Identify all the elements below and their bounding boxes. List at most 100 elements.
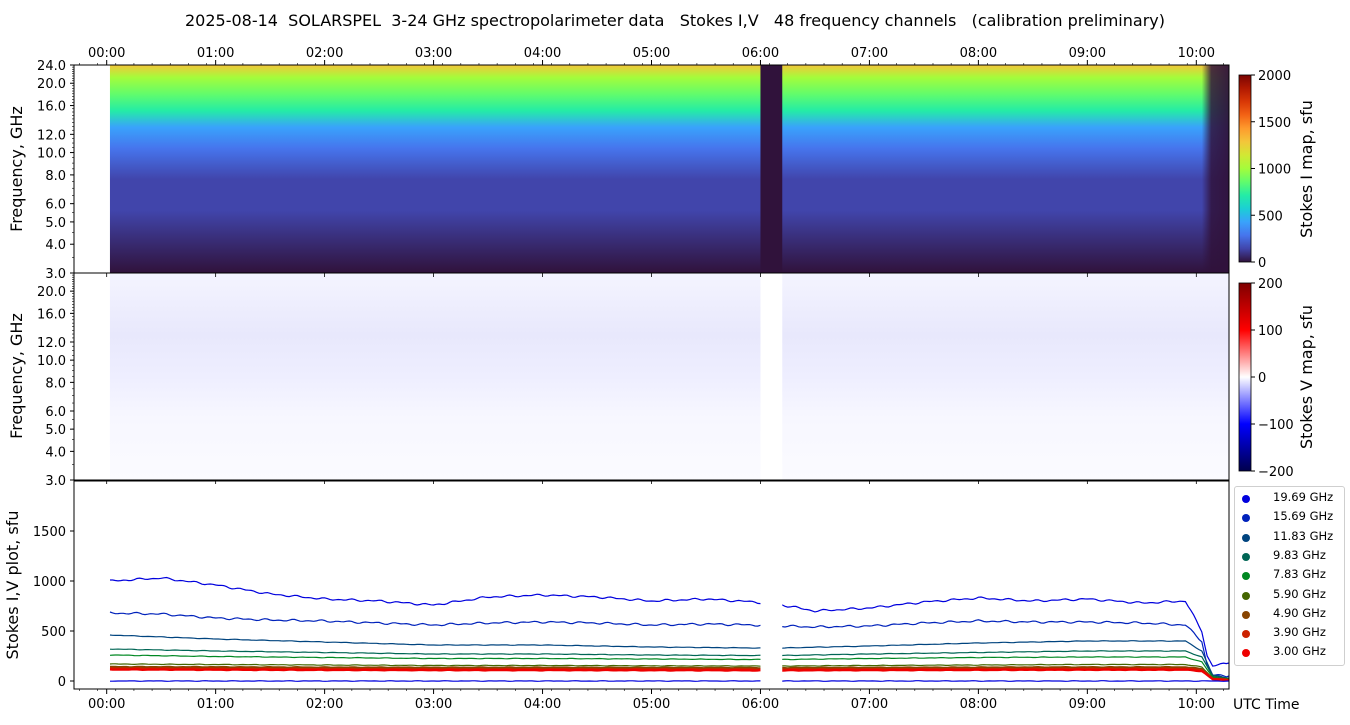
top-time-tick-label: 08:00 bbox=[960, 46, 997, 61]
stokes-i-y-tick-label: 10.0 bbox=[37, 147, 66, 162]
legend-label: 5.90 GHz bbox=[1273, 586, 1326, 601]
stokes-i-colorbar-tick-label: 1000 bbox=[1258, 163, 1291, 178]
top-time-tick-label: 03:00 bbox=[415, 46, 452, 61]
series-line bbox=[110, 665, 1230, 681]
frequency-legend: 19.69 GHz 15.69 GHz 11.83 GHz 9.83 GHz 7.83 … bbox=[1234, 486, 1345, 666]
bottom-time-tick-label: 10:00 bbox=[1178, 697, 1215, 712]
bottom-time-tick-label: 03:00 bbox=[415, 697, 452, 712]
stokes-i-y-tick-label: 5.0 bbox=[45, 216, 66, 231]
bottom-time-tick-label: 00:00 bbox=[88, 697, 125, 712]
stokes-i-end-decay bbox=[1201, 65, 1229, 273]
series-line bbox=[109, 611, 1230, 678]
legend-label: 3.00 GHz bbox=[1273, 644, 1326, 659]
top-time-tick-label: 09:00 bbox=[1069, 46, 1106, 61]
stokes-iv-lines bbox=[109, 576, 1230, 682]
stokes-v-data-gap bbox=[760, 273, 783, 480]
top-time-tick-label: 07:00 bbox=[851, 46, 888, 61]
stokes-v-y-tick-label: 12.0 bbox=[37, 336, 66, 351]
bottom-time-tick-label: 05:00 bbox=[633, 697, 670, 712]
legend-marker bbox=[1242, 591, 1250, 600]
top-time-tick-label: 02:00 bbox=[306, 46, 343, 61]
series-line bbox=[109, 663, 1230, 681]
stokes-iv-panel: 1500 1000 500 0 Stokes I,V plot, sfu UTC Ti… bbox=[3, 480, 1299, 713]
stokes-v-y-tick-label: 3.0 bbox=[45, 474, 66, 489]
bottom-time-tick-label: 08:00 bbox=[960, 697, 997, 712]
x-axis-label: UTC Time bbox=[1233, 697, 1299, 713]
series-line bbox=[109, 668, 1230, 682]
stokes-i-y-tick-label: 4.0 bbox=[45, 238, 66, 253]
top-time-axis: 00:00 01:00 02:00 03:00 04:00 05:00 06:00 07:00… bbox=[88, 46, 1215, 484]
stokes-v-colorbar-tick-label: −100 bbox=[1258, 418, 1294, 433]
series-line bbox=[109, 648, 1230, 680]
stokes-i-y-tick-label: 24.0 bbox=[37, 59, 66, 74]
stokes-v-y-tick-label: 6.0 bbox=[45, 405, 66, 420]
legend-label: 11.83 GHz bbox=[1273, 528, 1334, 543]
legend-label: 9.83 GHz bbox=[1273, 547, 1326, 562]
legend-label: 4.90 GHz bbox=[1273, 605, 1326, 620]
figure-title: 2025-08-14 SOLARSPEL 3-24 GHz spectropol… bbox=[185, 11, 1165, 30]
legend-label: 19.69 GHz bbox=[1273, 490, 1334, 504]
stokes-i-y-tick-label: 12.0 bbox=[37, 128, 66, 143]
stokes-v-y-tick-label: 20.0 bbox=[37, 285, 66, 300]
stokes-v-y-tick-label: 5.0 bbox=[45, 423, 66, 438]
legend-label: 3.90 GHz bbox=[1273, 625, 1326, 640]
stokes-iv-y-axis: 1500 1000 500 0 bbox=[33, 525, 74, 690]
bottom-time-tick-label: 01:00 bbox=[197, 697, 234, 712]
top-time-tick-label: 05:00 bbox=[633, 46, 670, 61]
stokes-v-colorbar-ticks: 200 100 0 −100 −200 bbox=[1251, 277, 1294, 480]
legend-item: 7.83 GHz bbox=[1235, 566, 1344, 585]
stokes-v-colorbar: 200 100 0 −100 −200 Stokes V map, sfu bbox=[1238, 277, 1316, 480]
legend-marker bbox=[1242, 552, 1250, 561]
stokes-v-y-tick-label: 4.0 bbox=[45, 445, 66, 460]
stokes-iv-y-tick-label: 0 bbox=[58, 675, 66, 690]
series-line bbox=[110, 576, 1230, 667]
legend-label: 15.69 GHz bbox=[1273, 509, 1334, 524]
top-time-tick-label: 10:00 bbox=[1178, 46, 1215, 61]
stokes-v-y-label: Frequency, GHz bbox=[7, 313, 26, 439]
stokes-i-colorbar-tick-label: 1500 bbox=[1258, 116, 1291, 131]
stokes-i-colorbar-ticks: 2000 1500 1000 500 0 bbox=[1251, 69, 1291, 271]
series-line bbox=[109, 634, 1230, 679]
stokes-v-heatmap bbox=[109, 273, 1230, 480]
stokes-i-y-tick-label: 3.0 bbox=[45, 267, 66, 282]
legend-marker bbox=[1242, 533, 1250, 542]
stokes-i-colorbar-tick-label: 0 bbox=[1258, 256, 1266, 271]
stokes-v-colorbar-tick-label: 100 bbox=[1258, 324, 1283, 339]
legend-marker bbox=[1242, 514, 1250, 523]
legend-marker bbox=[1242, 630, 1250, 639]
bottom-time-tick-label: 09:00 bbox=[1069, 697, 1106, 712]
legend-marker bbox=[1242, 572, 1250, 581]
stokes-iv-y-tick-label: 500 bbox=[41, 625, 66, 640]
bottom-time-axis: 00:00 01:00 02:00 03:00 04:00 05:00 06:00 07:00… bbox=[88, 689, 1215, 712]
series-line bbox=[110, 680, 1230, 682]
stokes-i-colorbar-label: Stokes I map, sfu bbox=[1297, 100, 1316, 238]
stokes-iv-y-tick-label: 1000 bbox=[33, 575, 66, 590]
top-time-tick-label: 04:00 bbox=[524, 46, 561, 61]
stokes-v-colorbar-tick-label: 200 bbox=[1258, 277, 1283, 292]
stokes-i-panel: 24.0 20.0 16.0 12.0 10.0 8.0 6.0 5.0 4.0 3.0 Freq… bbox=[7, 59, 1230, 282]
bottom-time-tick-label: 04:00 bbox=[524, 697, 561, 712]
stokes-i-colorbar: 2000 1500 1000 500 0 Stokes I map, sfu bbox=[1238, 69, 1316, 271]
series-line bbox=[109, 654, 1230, 680]
stokes-v-colorbar-tick-label: 0 bbox=[1258, 371, 1266, 386]
stokes-i-data-gap bbox=[760, 65, 783, 273]
legend-marker bbox=[1242, 649, 1250, 658]
stokes-i-colorbar-tick-label: 2000 bbox=[1258, 69, 1291, 84]
stokes-i-y-tick-label: 8.0 bbox=[45, 169, 66, 184]
stokes-v-panel: 20.0 16.0 12.0 10.0 8.0 6.0 5.0 4.0 3.0 Frequenc… bbox=[7, 272, 1230, 489]
stokes-i-y-tick-label: 6.0 bbox=[45, 198, 66, 213]
minor-time-ticks bbox=[79, 63, 1224, 691]
top-time-tick-label: 06:00 bbox=[742, 46, 779, 61]
stokes-i-y-axis: 24.0 20.0 16.0 12.0 10.0 8.0 6.0 5.0 4.0 3.0 bbox=[37, 59, 74, 282]
stokes-v-colorbar-label: Stokes V map, sfu bbox=[1297, 305, 1316, 449]
legend-item: 9.83 GHz bbox=[1235, 547, 1344, 566]
legend-item: 19.69 GHz bbox=[1235, 489, 1344, 508]
legend-marker bbox=[1242, 610, 1250, 619]
stokes-i-heatmap bbox=[109, 65, 1230, 273]
legend-label: 7.83 GHz bbox=[1273, 567, 1326, 582]
stokes-i-colorbar-tick-label: 500 bbox=[1258, 209, 1283, 224]
legend-item: 3.90 GHz bbox=[1235, 624, 1344, 643]
stokes-iv-y-label: Stokes I,V plot, sfu bbox=[3, 511, 22, 660]
stokes-v-y-tick-label: 10.0 bbox=[37, 354, 66, 369]
